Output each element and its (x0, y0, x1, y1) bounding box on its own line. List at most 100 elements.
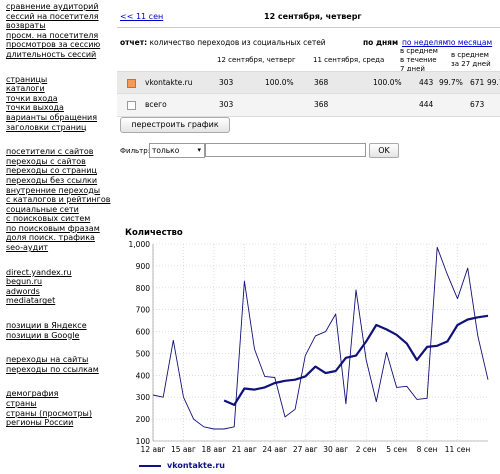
row-name: vkontakte.ru (145, 78, 193, 87)
x-tick-label: 12 авг (141, 445, 166, 454)
row-avg-month: 673 (470, 100, 485, 109)
divider (117, 27, 500, 28)
sidebar-link[interactable]: begun.ru (6, 277, 43, 287)
y-tick-label: 100 (136, 437, 151, 446)
sidebar-link[interactable]: страны (6, 399, 37, 408)
y-tick-label: 800 (136, 284, 151, 293)
sidebar-link[interactable]: просмотров за сессию (6, 40, 101, 50)
y-tick-label: 700 (136, 306, 151, 315)
sidebar-link[interactable]: варианты обращения (6, 112, 98, 122)
sidebar-link[interactable]: точки выхода (6, 103, 64, 113)
sidebar-link[interactable]: переходы со страниц (6, 166, 97, 176)
main-panel: << 11 сен 12 сентября, четверг отчет: ко… (117, 0, 500, 474)
chart-title: Количество (125, 228, 183, 238)
rebuild-chart-button[interactable]: перестроить график (120, 117, 230, 133)
sidebar-link[interactable]: длительность сессий (6, 49, 97, 59)
x-tick-label: 11 сен (445, 445, 471, 454)
sidebar-link[interactable]: демография (6, 389, 59, 399)
sidebar-link[interactable]: посетители с сайтов (6, 147, 94, 157)
x-tick-label: 18 авг (201, 445, 226, 454)
sidebar-link[interactable]: seo-аудит (6, 243, 49, 253)
row-value-col1: 303 (219, 100, 234, 109)
row-checkbox[interactable] (127, 101, 136, 110)
series-line-daily (152, 246, 489, 430)
header-avg-month: в среднем за 27 дней (451, 51, 491, 68)
sidebar-link[interactable]: direct.yandex.ru (6, 267, 72, 277)
x-tick-label: 2 сен (356, 445, 377, 454)
sidebar-link[interactable]: переходы без ссылки (6, 175, 98, 185)
sidebar-link[interactable]: сессий на посетителя (6, 11, 99, 21)
sidebar-group: демография страны страны (просмотры) регион… (6, 389, 118, 427)
sidebar-link[interactable]: просм. на посетителя (6, 30, 99, 40)
y-tick-label: 1,000 (129, 240, 151, 249)
header-col1: 12 сентября, четверг (217, 56, 296, 64)
sidebar-link[interactable]: страницы (6, 74, 48, 84)
sidebar-group: страницы каталоги точки входа точки выхода в… (6, 75, 118, 133)
period-month-link[interactable]: по месяцам (446, 38, 493, 47)
report-label-text: количество переходов из социальных сетей (147, 38, 326, 47)
y-tick-label: 600 (136, 328, 151, 337)
sidebar-link[interactable]: позиции в Google (6, 330, 80, 340)
header-avg-week: в среднем в течение 7 дней (400, 47, 438, 73)
sidebar-link[interactable]: внутренние переходы (6, 185, 101, 195)
prev-day-link[interactable]: << 11 сен (120, 12, 164, 21)
page-title: 12 сентября, четверг (264, 12, 362, 21)
y-tick-label: 500 (136, 349, 151, 358)
filter-select[interactable]: только ▾ (149, 143, 205, 158)
row-percent-col2: 100.0% (373, 78, 402, 87)
sidebar-link[interactable]: регионы России (6, 418, 74, 428)
sidebar-link[interactable]: по поисковым фразам (6, 223, 100, 233)
filter-input[interactable] (205, 143, 366, 157)
row-avg-month: 671 (470, 78, 485, 87)
report-label: отчет: количество переходов из социальны… (120, 38, 326, 47)
sidebar-group: сравнение аудиторий сессий на посетителя в… (6, 2, 118, 60)
table-row: всего 303 368 444 673 (117, 93, 500, 117)
sidebar-link[interactable]: каталоги (6, 84, 45, 94)
sidebar-link[interactable]: социальные сети (6, 204, 79, 214)
filter-label: Фильтр: (120, 147, 151, 155)
period-day[interactable]: по дням (363, 38, 399, 47)
row-value-col2: 368 (314, 78, 329, 87)
row-name: всего (145, 100, 167, 109)
x-tick-label: 24 авг (262, 445, 287, 454)
sidebar-group: посетители с сайтов переходы с сайтов пере… (6, 147, 118, 253)
sidebar-link[interactable]: заголовки страниц (6, 122, 87, 132)
sidebar-link[interactable]: возвраты (6, 21, 46, 31)
sidebar-link[interactable]: сравнение аудиторий (6, 2, 99, 11)
x-tick-label: 15 авг (171, 445, 196, 454)
y-tick-label: 400 (136, 371, 151, 380)
row-avg-week-percent: 99.7% (439, 78, 463, 87)
row-value-col2: 368 (314, 100, 329, 109)
row-value-col1: 303 (219, 78, 234, 87)
sidebar-group: позиции в Яндексе позиции в Google (6, 321, 118, 340)
sidebar-link[interactable]: с поисковых систем (6, 214, 91, 224)
sidebar-link[interactable]: переходы по ссылкам (6, 364, 99, 374)
filter-ok-button[interactable]: OK (369, 143, 399, 158)
y-tick-label: 200 (136, 415, 151, 424)
line-chart: 100 200 300 400 500 600 700 800 900 1,000 12 авг 15… (129, 240, 489, 454)
sidebar-link[interactable]: mediatarget (6, 296, 56, 306)
sidebar-link[interactable]: с каталогов и рейтингов (6, 195, 111, 205)
sidebar-link[interactable]: переходы с сайтов (6, 156, 86, 166)
sidebar-link[interactable]: точки входа (6, 93, 58, 103)
header-col2: 11 сентября, среда (313, 56, 385, 64)
row-avg-month-percent: 99.7% (487, 78, 500, 87)
sidebar-link[interactable]: страны (просмотры) (6, 408, 92, 418)
x-tick-label: 21 авг (232, 445, 257, 454)
row-percent-col1: 100.0% (265, 78, 294, 87)
report-label-bold: отчет: (120, 38, 148, 47)
row-checkbox[interactable] (127, 79, 136, 88)
legend-label: vkontakte.ru (167, 461, 225, 470)
sidebar: сравнение аудиторий сессий на посетителя в… (6, 2, 118, 443)
sidebar-link[interactable]: позиции в Яндексе (6, 321, 87, 331)
sidebar-link[interactable]: adwords (6, 286, 40, 296)
period-week-link[interactable]: по неделям (402, 38, 449, 47)
filter-select-value: только (152, 146, 180, 155)
sidebar-link[interactable]: доля поиск. трафика (6, 233, 95, 243)
x-tick-label: 5 сен (386, 445, 407, 454)
sidebar-link[interactable]: переходы на сайты (6, 355, 89, 365)
sidebar-group: переходы на сайты переходы по ссылкам (6, 355, 118, 374)
x-tick-label: 30 авг (323, 445, 348, 454)
chart-legend: vkontakte.ru (139, 461, 225, 470)
y-tick-label: 300 (136, 393, 151, 402)
